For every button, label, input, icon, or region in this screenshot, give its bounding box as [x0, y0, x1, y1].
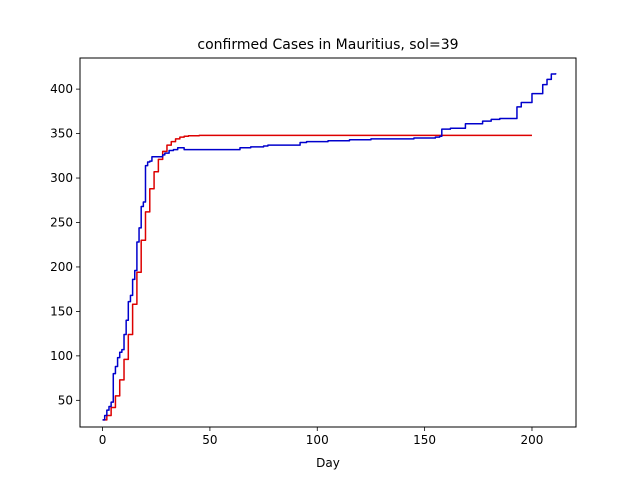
y-tick-label: 100: [50, 349, 73, 363]
x-tick-label: 0: [99, 433, 107, 447]
y-tick-label: 250: [50, 215, 73, 229]
y-tick-label: 50: [58, 393, 73, 407]
x-axis-label: Day: [316, 456, 340, 470]
series-line-1: [102, 134, 532, 421]
axes-frame: [79, 57, 577, 428]
y-tick-label: 350: [50, 127, 73, 141]
y-tick-label: 300: [50, 171, 73, 185]
y-tick-label: 400: [50, 82, 73, 96]
series-line-2: [102, 73, 557, 421]
y-tick-label: 150: [50, 304, 73, 318]
x-tick-label: 200: [521, 433, 544, 447]
x-tick-label: 150: [413, 433, 436, 447]
chart-title: confirmed Cases in Mauritius, sol=39: [197, 37, 458, 53]
y-tick-label: 200: [50, 260, 73, 274]
plot-area: 0 50 100 150 200 50 100 150 200 250 300 350 400: [50, 57, 577, 447]
x-tick-label: 50: [202, 433, 217, 447]
x-tick-label: 100: [306, 433, 329, 447]
